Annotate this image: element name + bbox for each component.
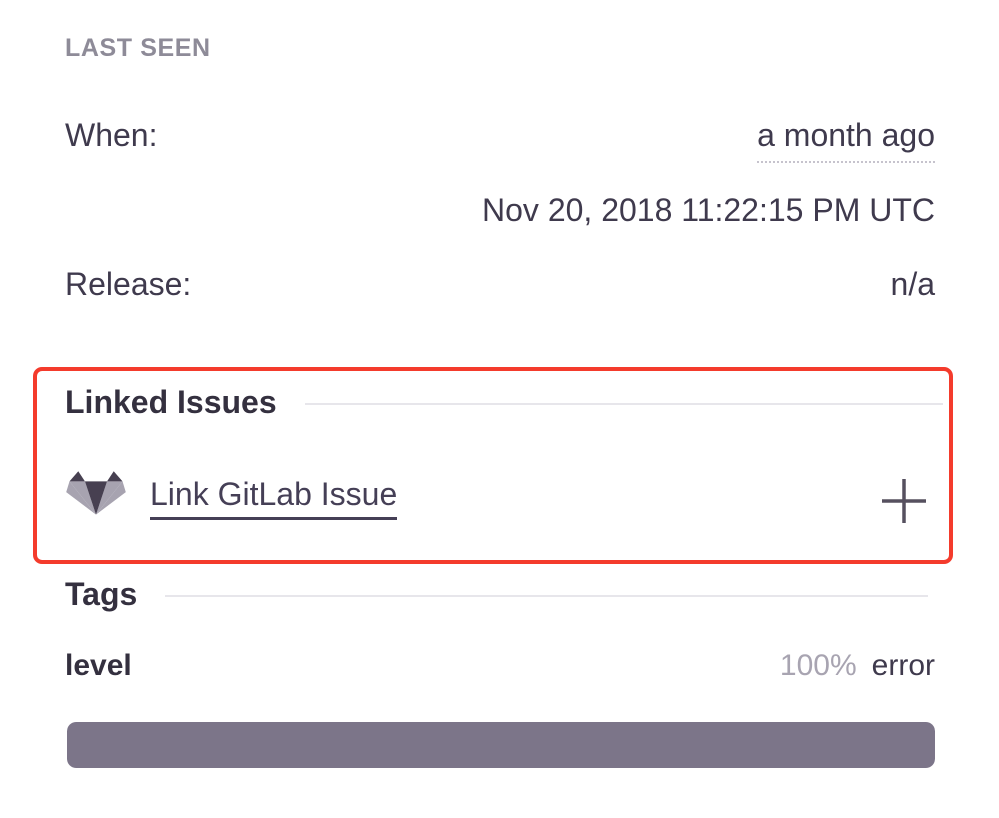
gitlab-tanuki-icon	[66, 471, 126, 515]
exact-timestamp: Nov 20, 2018 11:22:15 PM UTC	[482, 192, 935, 228]
add-issue-button[interactable]	[880, 478, 928, 524]
last-seen-heading: LAST SEEN	[65, 34, 211, 62]
tag-key[interactable]: level	[65, 649, 132, 682]
tags-section-header: Tags	[65, 575, 928, 613]
when-row: When: a month ago	[65, 117, 935, 163]
tag-distribution-bar-fill	[67, 722, 935, 768]
linked-issues-section-header: Linked Issues	[65, 383, 943, 421]
tag-distribution-bar	[67, 722, 935, 768]
tag-summary: 100% error	[780, 649, 935, 683]
section-rule	[304, 403, 943, 406]
tags-title: Tags	[65, 576, 138, 612]
relative-time[interactable]: a month ago	[757, 117, 935, 163]
tag-row: level 100% error	[65, 649, 935, 683]
release-value: n/a	[890, 266, 935, 302]
tag-value[interactable]: error	[871, 649, 935, 682]
exact-timestamp-row: Nov 20, 2018 11:22:15 PM UTC	[65, 192, 935, 229]
plus-icon	[882, 479, 926, 523]
section-rule	[165, 595, 928, 598]
linked-issues-title: Linked Issues	[65, 384, 277, 420]
linked-issue-action-row: Link GitLab Issue	[66, 466, 398, 532]
release-label: Release:	[65, 266, 192, 302]
release-row: Release: n/a	[65, 266, 935, 303]
tag-percent: 100%	[779, 649, 857, 682]
link-gitlab-issue-link[interactable]: Link GitLab Issue	[150, 477, 398, 521]
when-label: When:	[65, 117, 158, 153]
